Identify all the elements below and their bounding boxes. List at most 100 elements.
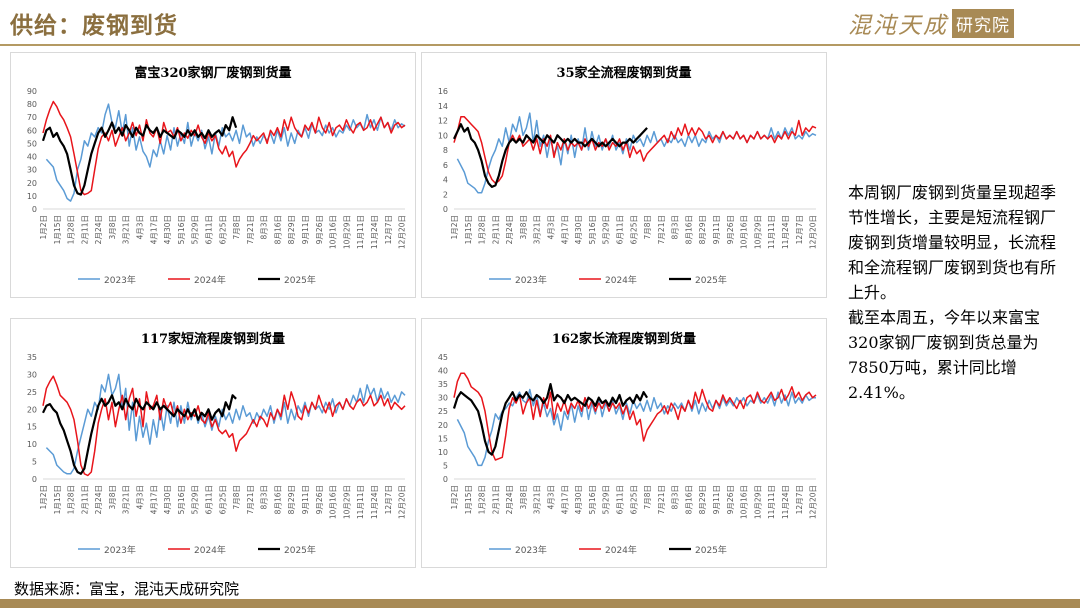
chart-title: 35家全流程废钢到货量 (556, 65, 691, 81)
x-tick-label: 6月25日 (629, 215, 638, 244)
chart-35-integrated: 35家全流程废钢到货量 0 2 4 6 8 10 12 14 16 1月2日 1月15日 1月28日 2月… (438, 65, 818, 286)
x-tick-label: 8月3日 (671, 485, 680, 510)
x-tick-label: 4月30日 (574, 215, 583, 244)
y-tick-label: 0 (443, 205, 448, 214)
y-tick-label: 15 (27, 423, 37, 432)
y-tick-label: 10 (438, 448, 448, 457)
y-tick-label: 10 (438, 131, 448, 140)
logo-main-text: 混沌天成 (848, 13, 948, 39)
y-tick-label: 0 (32, 475, 37, 484)
x-tick-label: 10月16日 (329, 215, 338, 249)
x-tick-label: 8月29日 (698, 485, 707, 514)
x-tick-label: 4月30日 (163, 485, 172, 514)
x-tick-label: 3月8日 (108, 215, 117, 240)
y-tick-label: 4 (443, 176, 448, 185)
legend-label: 2023年 (515, 544, 547, 556)
x-tick-label: 4月3日 (136, 485, 145, 510)
x-tick-label: 6月11日 (615, 215, 624, 244)
x-tick-label: 11月11日 (767, 485, 776, 519)
legend-label: 2023年 (515, 274, 547, 286)
series-line (456, 388, 816, 467)
chart-title: 117家短流程废钢到货量 (141, 331, 285, 347)
x-tick-label: 1月28日 (67, 485, 76, 514)
y-tick-label: 5 (32, 458, 37, 467)
x-tick-label: 4月17日 (149, 215, 158, 244)
logo-box-text: 研究院 (952, 8, 1014, 38)
x-tick-label: 1月15日 (53, 215, 62, 244)
x-tick-label: 2月11日 (491, 215, 500, 244)
x-tick-label: 1月28日 (67, 215, 76, 244)
y-tick-label: 35 (27, 353, 37, 362)
x-tick-label: 11月24日 (781, 215, 790, 249)
y-tick-label: 15 (438, 434, 448, 443)
footer-bar (0, 599, 1080, 608)
x-tick-label: 9月11日 (301, 215, 310, 244)
y-tick-label: 25 (27, 388, 37, 397)
x-tick-label: 9月11日 (712, 215, 721, 244)
series-line (452, 383, 649, 456)
series-line (42, 394, 237, 475)
x-tick-label: 1月28日 (478, 485, 487, 514)
x-tick-label: 2月24日 (505, 215, 514, 244)
y-tick-label: 30 (438, 394, 448, 403)
y-tick-label: 25 (438, 407, 448, 416)
legend-label: 2024年 (194, 544, 226, 556)
y-tick-label: 80 (27, 100, 37, 109)
x-tick-label: 12月7日 (384, 215, 393, 244)
commentary-paragraph-2: 截至本周五，今年以来富宝320家钢厂废钢到货总量为7850万吨，累计同比增2.4… (848, 308, 1041, 402)
x-tick-label: 7月8日 (643, 485, 652, 510)
x-tick-label: 11月24日 (370, 215, 379, 249)
y-tick-label: 5 (443, 461, 448, 470)
x-tick-label: 4月3日 (136, 215, 145, 240)
x-tick-label: 6月11日 (204, 485, 213, 514)
x-tick-label: 5月29日 (602, 215, 611, 244)
x-tick-label: 1月15日 (464, 485, 473, 514)
x-tick-label: 3月21日 (533, 485, 542, 514)
commentary: 本周钢厂废钢到货量呈现超季节性增长，主要是短流程钢厂废钢到货增量较明显，长流程和… (848, 180, 1058, 405)
x-tick-label: 10月29日 (342, 215, 351, 249)
x-tick-label: 7月21日 (246, 485, 255, 514)
y-tick-label: 45 (438, 353, 448, 362)
series-line (45, 373, 406, 475)
x-tick-label: 8月29日 (287, 485, 296, 514)
x-tick-label: 12月20日 (398, 215, 407, 249)
x-tick-label: 8月16日 (684, 215, 693, 244)
legend-label: 2025年 (284, 274, 316, 286)
series-line (453, 116, 817, 184)
y-tick-label: 2 (443, 190, 448, 199)
x-tick-label: 2月11日 (80, 485, 89, 514)
y-tick-label: 0 (443, 475, 448, 484)
commentary-paragraph-1: 本周钢厂废钢到货量呈现超季节性增长，主要是短流程钢厂废钢到货增量较明显，长流程和… (848, 183, 1057, 302)
x-tick-label: 7月8日 (232, 215, 241, 240)
legend-label: 2025年 (284, 544, 316, 556)
company-logo: 混沌天成 研究院 (848, 8, 1014, 39)
x-tick-label: 8月3日 (671, 215, 680, 240)
chart-panel-162-long: 162家长流程废钢到货量 0 5 10 15 20 25 30 35 40 45 1月2日 1月15日 1… (421, 318, 827, 568)
x-tick-label: 7月21日 (657, 485, 666, 514)
x-tick-label: 4月3日 (547, 215, 556, 240)
chart-fubao-320: 富宝320家钢厂废钢到货量 0 10 20 30 40 50 60 70 80 90 1月2日 1月15… (27, 65, 407, 286)
x-tick-label: 10月16日 (740, 485, 749, 519)
x-tick-label: 12月20日 (398, 485, 407, 519)
legend-label: 2025年 (695, 544, 727, 556)
y-tick-label: 16 (438, 87, 448, 96)
x-tick-label: 8月16日 (684, 485, 693, 514)
x-tick-label: 12月7日 (384, 485, 393, 514)
x-tick-label: 3月21日 (122, 485, 131, 514)
chart-panel-35-integrated: 35家全流程废钢到货量 0 2 4 6 8 10 12 14 16 1月2日 1月15日 1月28日 2月… (421, 52, 827, 298)
chart-162-long-process: 162家长流程废钢到货量 0 5 10 15 20 25 30 35 40 45 1月2日 1月15日 1… (438, 331, 818, 556)
chart-panel-fubao-320: 富宝320家钢厂废钢到货量 0 10 20 30 40 50 60 70 80 90 1月2日 1月15… (10, 52, 416, 298)
x-tick-label: 4月17日 (560, 485, 569, 514)
y-tick-label: 60 (27, 126, 37, 135)
x-tick-label: 12月7日 (795, 215, 804, 244)
x-tick-label: 11月24日 (781, 485, 790, 519)
x-tick-label: 10月16日 (329, 485, 338, 519)
x-tick-label: 12月20日 (809, 215, 818, 249)
x-tick-label: 6月25日 (218, 215, 227, 244)
chart-117-short-process: 117家短流程废钢到货量 0 5 10 15 20 25 30 35 1月2日 1月15日 1月28日… (27, 331, 407, 556)
x-tick-label: 7月8日 (643, 215, 652, 240)
x-tick-label: 3月21日 (122, 215, 131, 244)
chart-panel-117-short: 117家短流程废钢到货量 0 5 10 15 20 25 30 35 1月2日 1月15日 1月28日… (10, 318, 416, 568)
x-tick-label: 6月25日 (629, 485, 638, 514)
x-tick-label: 2月24日 (94, 215, 103, 244)
